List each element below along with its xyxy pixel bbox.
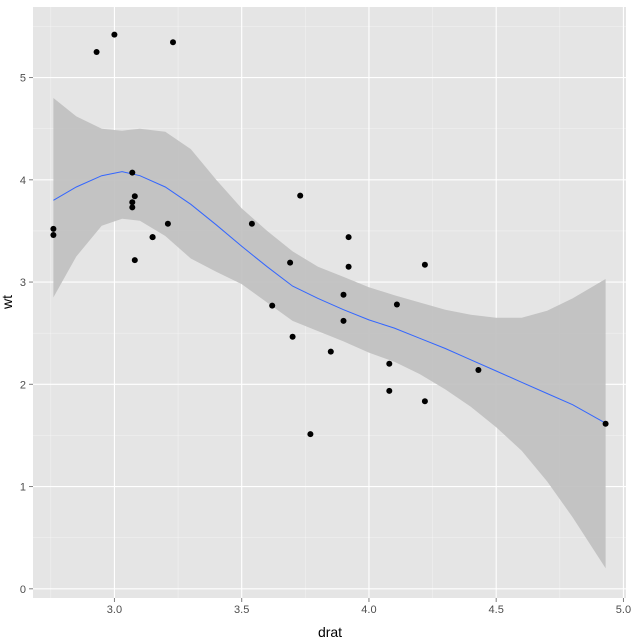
x-tick-label: 4.5 (489, 604, 504, 616)
confidence-band (53, 98, 606, 569)
data-point (386, 387, 393, 394)
y-tick-label: 1 (20, 482, 26, 494)
x-axis-title: drat (318, 624, 342, 640)
y-axis-title: wt (0, 295, 15, 310)
data-point (345, 263, 352, 270)
data-points (50, 31, 609, 438)
data-point (289, 333, 296, 340)
data-point (111, 31, 118, 38)
data-point (129, 199, 136, 206)
x-tick-label: 3.5 (234, 604, 249, 616)
x-tick-label: 5.0 (616, 604, 631, 616)
data-point (327, 348, 334, 355)
y-tick-label: 0 (20, 584, 26, 596)
y-tick-label: 5 (20, 73, 26, 85)
data-point (475, 367, 482, 373)
y-tick-label: 2 (20, 379, 26, 391)
data-point (149, 234, 156, 241)
data-point (164, 220, 171, 227)
data-point (93, 49, 100, 55)
data-point (170, 39, 176, 46)
data-point (129, 169, 136, 176)
data-point (421, 261, 428, 268)
y-axis-ticks: 0 1 2 3 4 5 (20, 73, 33, 596)
confidence-band-layer (53, 98, 606, 569)
x-axis-ticks: 3.0 3.5 4.0 4.5 5.0 (107, 598, 631, 616)
data-point (421, 398, 428, 405)
data-point (50, 232, 57, 238)
data-point (340, 317, 347, 324)
data-point (269, 302, 276, 309)
data-point (287, 259, 294, 266)
data-point (50, 225, 57, 232)
data-point (297, 192, 304, 199)
x-tick-label: 3.0 (107, 604, 122, 616)
data-point (307, 431, 314, 438)
y-tick-label: 4 (20, 175, 26, 187)
data-point (248, 220, 255, 227)
data-point (345, 234, 352, 241)
data-point (340, 291, 347, 298)
y-tick-label: 3 (20, 277, 26, 289)
data-point (393, 301, 400, 308)
data-point (386, 360, 393, 367)
data-point (129, 204, 136, 211)
data-point (131, 257, 138, 264)
data-point (602, 420, 609, 427)
x-tick-label: 4.0 (361, 604, 376, 616)
data-point (131, 193, 138, 200)
